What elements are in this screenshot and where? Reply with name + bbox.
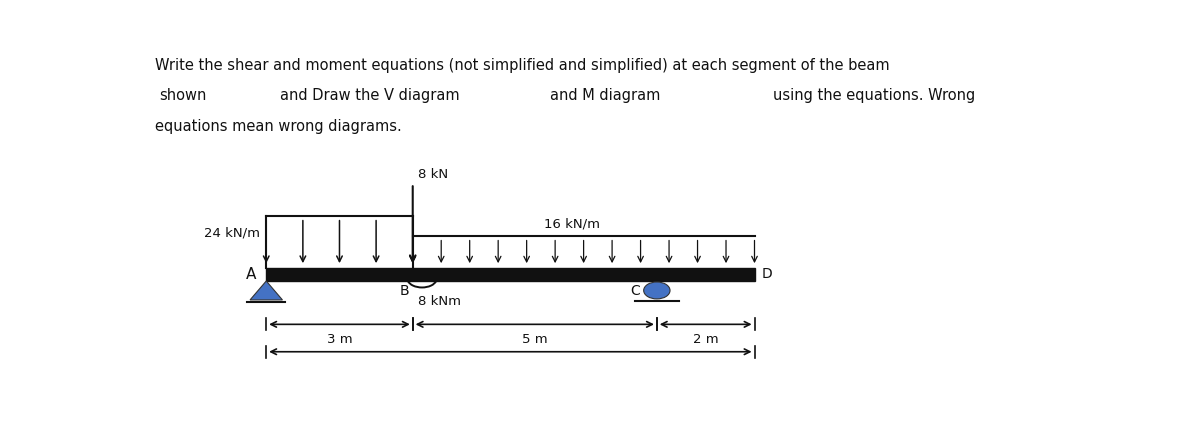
Text: A: A — [246, 267, 256, 282]
Text: 5 m: 5 m — [522, 334, 547, 346]
Bar — [266, 268, 755, 281]
Text: and Draw the V diagram: and Draw the V diagram — [281, 88, 460, 103]
Text: C: C — [630, 285, 640, 298]
Text: 8 kNm: 8 kNm — [418, 295, 461, 308]
Text: 2 m: 2 m — [692, 334, 719, 346]
Text: Write the shear and moment equations (not simplified and simplified) at each seg: Write the shear and moment equations (no… — [155, 58, 889, 73]
Circle shape — [643, 282, 670, 299]
Text: and M diagram: and M diagram — [550, 88, 660, 103]
Text: 8 kN: 8 kN — [418, 168, 449, 181]
Text: B: B — [400, 285, 409, 298]
Polygon shape — [250, 281, 282, 300]
Text: 16 kN/m: 16 kN/m — [544, 218, 600, 231]
Text: using the equations. Wrong: using the equations. Wrong — [773, 88, 976, 103]
Text: 24 kN/m: 24 kN/m — [204, 227, 260, 240]
Text: equations mean wrong diagrams.: equations mean wrong diagrams. — [155, 119, 401, 134]
Text: D: D — [762, 267, 773, 281]
Text: 3 m: 3 m — [326, 334, 353, 346]
Text: shown: shown — [160, 88, 206, 103]
